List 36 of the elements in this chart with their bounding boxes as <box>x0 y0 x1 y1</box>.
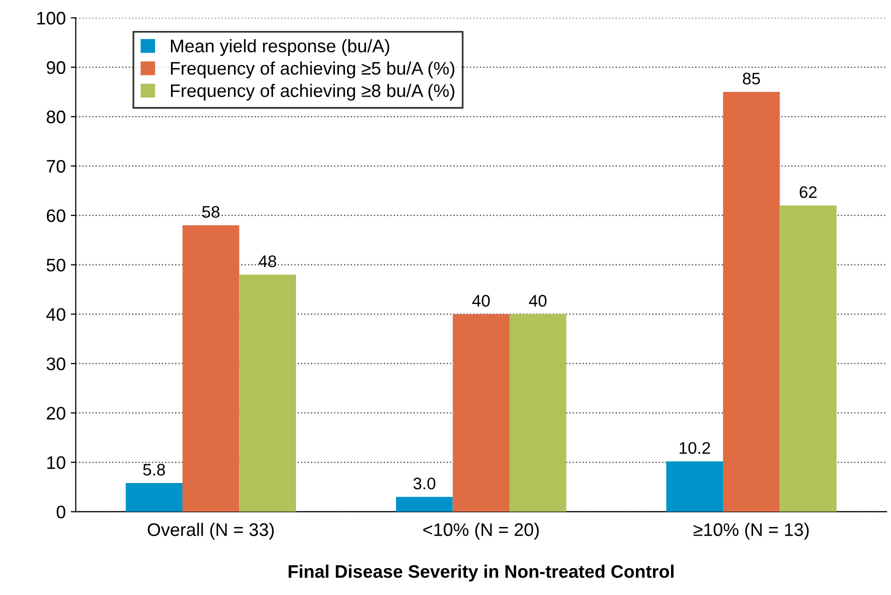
bar <box>723 92 780 512</box>
y-tick-label: 30 <box>46 357 66 370</box>
data-label: 40 <box>529 294 547 307</box>
bar <box>182 225 240 512</box>
data-label: 10.2 <box>680 442 710 454</box>
x-tick-label: Overall (N = 33) <box>148 522 274 540</box>
bar <box>780 206 837 512</box>
x-tick-label: <10% (N = 20) <box>423 522 539 540</box>
data-label: 62 <box>800 186 817 198</box>
y-tick-label: 20 <box>46 406 66 420</box>
y-tick-label: 10 <box>47 456 66 470</box>
data-label: 85 <box>742 72 760 84</box>
data-label: 40 <box>472 294 490 307</box>
data-label: 58 <box>202 206 220 218</box>
y-tick-label: 90 <box>46 61 66 74</box>
y-tick-label: 50 <box>46 258 66 272</box>
legend-label: Frequency of achieving ≥8 bu/A (%) <box>171 84 454 101</box>
y-tick-label: 70 <box>46 160 66 173</box>
bar <box>239 274 296 512</box>
bar <box>452 314 510 512</box>
legend-label: Frequency of achieving ≥5 bu/A (%) <box>171 61 454 78</box>
legend-label: Mean yield response (bu/A) <box>171 39 390 56</box>
y-tick-label: 100 <box>37 12 66 25</box>
y-tick-label: 40 <box>46 308 66 321</box>
y-tick-label: 80 <box>46 110 66 124</box>
bar <box>396 496 453 512</box>
bar <box>666 461 724 512</box>
x-axis-title: Final Disease Severity in Non-treated Control <box>288 564 674 582</box>
data-label: 3.0 <box>413 478 436 490</box>
x-tick-label: ≥10% (N = 13) <box>694 522 809 540</box>
data-label: 48 <box>258 255 276 268</box>
bar <box>510 314 566 512</box>
data-label: 5.8 <box>143 464 165 476</box>
y-tick-label: 0 <box>56 506 66 518</box>
y-tick-label: 60 <box>46 209 66 222</box>
bar <box>126 483 182 512</box>
